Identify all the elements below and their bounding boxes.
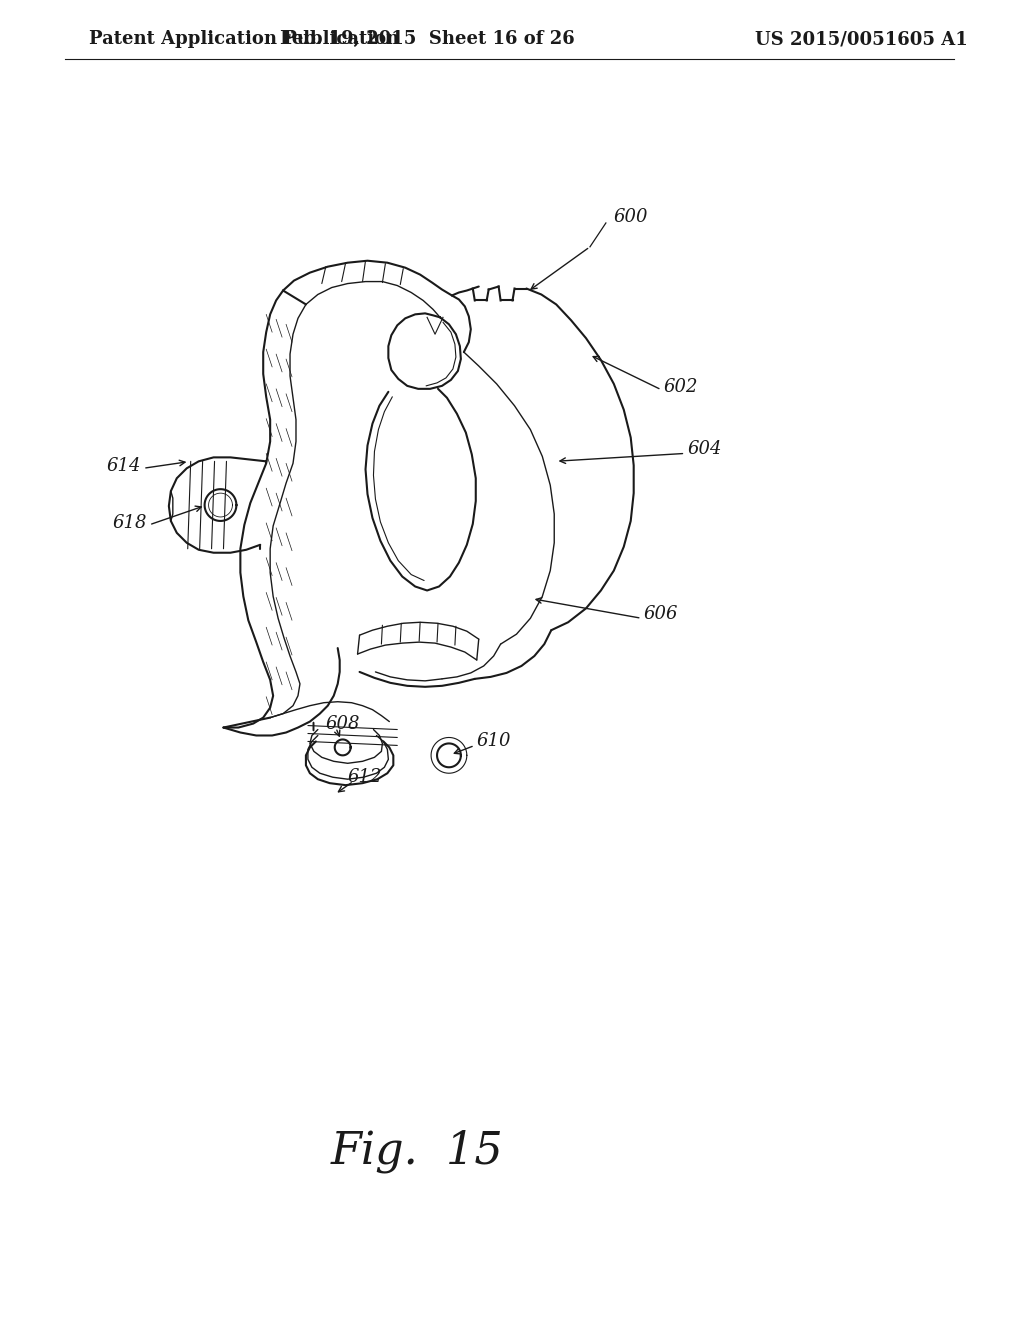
Text: 608: 608 bbox=[326, 714, 360, 733]
Text: 606: 606 bbox=[644, 606, 678, 623]
Text: Feb. 19, 2015  Sheet 16 of 26: Feb. 19, 2015 Sheet 16 of 26 bbox=[280, 30, 574, 49]
Text: 610: 610 bbox=[477, 733, 511, 751]
Text: 612: 612 bbox=[347, 768, 382, 787]
Text: 614: 614 bbox=[106, 457, 141, 475]
Text: Patent Application Publication: Patent Application Publication bbox=[89, 30, 399, 49]
Text: Fig.  15: Fig. 15 bbox=[331, 1130, 504, 1173]
Text: 600: 600 bbox=[613, 209, 648, 226]
Text: 618: 618 bbox=[113, 513, 147, 532]
Text: 602: 602 bbox=[664, 378, 698, 396]
Text: US 2015/0051605 A1: US 2015/0051605 A1 bbox=[755, 30, 968, 49]
Text: 604: 604 bbox=[687, 441, 722, 458]
